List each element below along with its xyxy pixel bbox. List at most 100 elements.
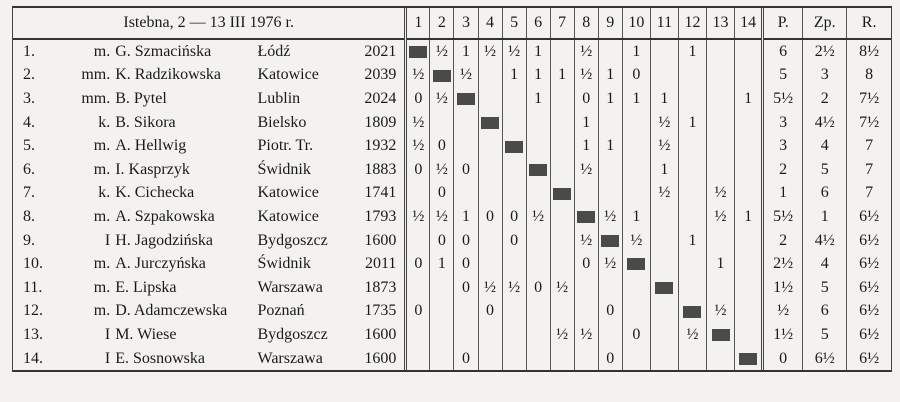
result-cell: ½	[429, 39, 454, 64]
player-name: D. Adamczewska	[115, 302, 228, 320]
result-cell	[621, 299, 651, 324]
result-cell	[549, 228, 575, 253]
result-cell	[649, 346, 679, 371]
self-cell	[655, 282, 674, 295]
r: 7	[846, 134, 891, 158]
result-cell	[573, 181, 599, 206]
player-name: B. Sikora	[115, 113, 176, 131]
zp: 2	[802, 87, 847, 111]
zp: 5	[802, 323, 847, 347]
player-rating: 2011	[364, 255, 397, 273]
player-city: Bydgoszcz	[257, 325, 328, 343]
result-cell	[549, 252, 575, 276]
result-cell	[501, 157, 527, 182]
player-row: 1. m. G. Szmacińska Łódź 2021 ½ 1 ½ ½ 1 ½ 1 1 6 2½ 8½	[13, 39, 891, 64]
crosstable: Istebna, 2 — 13 III 1976 r. 1 2 3 4 5 6 7 8 9 10 1…	[12, 6, 892, 373]
self-cell	[409, 46, 428, 59]
result-cell	[429, 323, 454, 347]
round-header: 10	[621, 8, 651, 40]
player-city: Poznań	[257, 302, 305, 320]
result-cell: ½	[549, 323, 575, 347]
player-city: Katowice	[257, 207, 319, 225]
result-cell: ½	[404, 134, 430, 158]
player-number: 8.	[23, 207, 35, 225]
result-cell	[677, 252, 707, 276]
player-number: 13.	[23, 325, 43, 343]
zp: 2½	[802, 39, 847, 64]
player-rating: 1600	[364, 231, 397, 249]
self-cell	[739, 352, 758, 365]
player-rating: 2021	[364, 42, 397, 60]
player-city: Warszawa	[257, 278, 323, 296]
result-cell	[404, 346, 430, 371]
player-rating: 1600	[364, 325, 397, 343]
round-header: 3	[453, 8, 478, 40]
player-title: m.	[93, 302, 111, 320]
player-number: 7.	[23, 184, 35, 202]
player-name: M. Wiese	[115, 325, 177, 343]
points: 2	[761, 157, 803, 182]
player-city: Łódź	[257, 42, 291, 60]
points: 6	[761, 39, 803, 64]
result-cell	[549, 110, 575, 135]
result-cell	[734, 157, 763, 182]
zp: 5	[802, 275, 847, 300]
result-cell	[621, 110, 651, 135]
result-cell: 0	[453, 228, 478, 253]
player-rating: 1932	[364, 137, 397, 155]
result-cell	[621, 252, 651, 276]
points: 5½	[761, 87, 803, 111]
player-city: Katowice	[257, 184, 319, 202]
player-rating: 1809	[364, 113, 397, 131]
player-city: Lublin	[257, 89, 301, 107]
result-cell	[705, 228, 735, 253]
result-cell	[734, 63, 763, 88]
zp: 3	[802, 63, 847, 88]
result-cell	[649, 39, 679, 64]
self-cell	[553, 187, 572, 200]
result-cell	[549, 87, 575, 111]
points: 3	[761, 110, 803, 135]
player-rating: 1883	[364, 160, 397, 178]
player-title: m.	[93, 137, 111, 155]
r: 6½	[846, 275, 891, 300]
r: 6½	[846, 228, 891, 253]
result-cell: 0	[525, 275, 551, 300]
result-cell	[734, 39, 763, 64]
result-cell	[649, 299, 679, 324]
result-cell	[525, 323, 551, 347]
zp: 6	[802, 299, 847, 324]
result-cell	[477, 110, 503, 135]
player-row: 10. m. A. Jurczyńska Świdnik 2011 0 1 0 0 ½ 1 2½ 4 6½	[13, 252, 891, 276]
result-cell: 1	[705, 252, 735, 276]
points: 2½	[761, 252, 803, 276]
result-cell: ½	[621, 228, 651, 253]
result-cell	[677, 134, 707, 158]
player-rating: 1793	[364, 207, 397, 225]
zp: 4½	[802, 110, 847, 135]
r: 7½	[846, 110, 891, 135]
player-row: 14. I E. Sosnowska Warszawa 1600 0 0 0 6½ 6½	[13, 346, 891, 371]
player-row: 5. m. A. Hellwig Piotr. Tr. 1932 ½ 0 1 1 ½ 3 4 7	[13, 134, 891, 158]
player-rating: 1873	[364, 278, 397, 296]
zp: 4	[802, 134, 847, 158]
result-cell	[734, 299, 763, 324]
result-cell: ½	[477, 275, 503, 300]
result-cell	[649, 228, 679, 253]
result-cell: ½	[549, 275, 575, 300]
round-header: 5	[501, 8, 527, 40]
result-cell: ½	[429, 205, 454, 229]
result-cell: 0	[404, 87, 430, 111]
player-row: 6. m. I. Kasprzyk Świdnik 1883 0 ½ 0 ½ 1 2 5 7	[13, 157, 891, 182]
result-cell	[621, 346, 651, 371]
result-cell: ½	[705, 205, 735, 229]
result-cell	[477, 346, 503, 371]
result-cell	[525, 252, 551, 276]
points: 1	[761, 181, 803, 206]
player-row: 8. m. A. Szpakowska Katowice 1793 ½ ½ 1 0 0 ½ ½ 1 ½ 1 5…	[13, 205, 891, 229]
result-cell	[453, 134, 478, 158]
player-city: Piotr. Tr.	[257, 137, 314, 155]
result-cell: ½	[573, 63, 599, 88]
player-name: E. Lipska	[115, 278, 177, 296]
result-cell: 0	[501, 205, 527, 229]
